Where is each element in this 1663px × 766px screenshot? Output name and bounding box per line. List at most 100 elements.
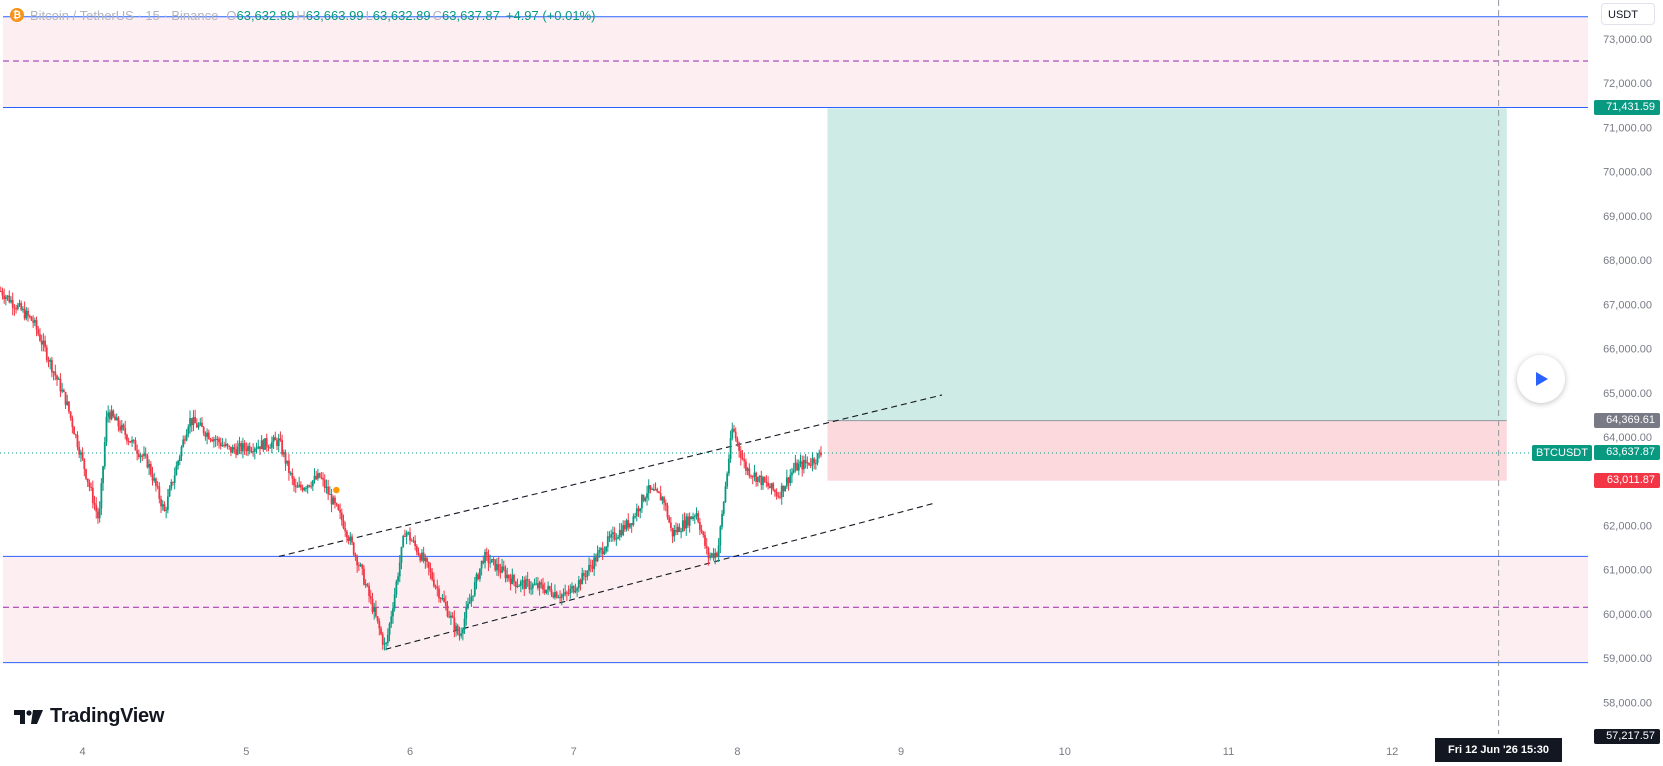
candle-body [414, 540, 417, 547]
candle [426, 557, 428, 568]
long-position-tool[interactable] [827, 108, 1507, 481]
candle-body [733, 428, 735, 432]
candle-body [344, 528, 347, 532]
candle [743, 452, 746, 469]
candle [269, 443, 272, 449]
candle-body [51, 359, 53, 373]
candle-body [91, 487, 94, 504]
candle-body [811, 458, 814, 466]
candle-body [571, 586, 573, 589]
candle [144, 447, 147, 459]
candle-body [530, 588, 532, 590]
candle-body [253, 448, 256, 452]
candle-body [296, 486, 299, 488]
candle [323, 474, 326, 493]
candle-body [332, 497, 335, 505]
candle-body [521, 580, 524, 582]
candle-body [652, 489, 655, 491]
candle-body [572, 586, 575, 593]
candle-body [644, 497, 647, 501]
candle [206, 428, 208, 445]
currency-selector[interactable]: USDT [1601, 3, 1655, 25]
candle-body [397, 576, 399, 582]
candle-body [565, 592, 568, 594]
candle [816, 453, 819, 466]
stop-zone [827, 420, 1507, 481]
replay-button[interactable] [1517, 355, 1565, 403]
candle-body [57, 378, 60, 380]
candle-body [201, 422, 203, 428]
candle [589, 559, 592, 573]
candle [785, 469, 788, 489]
candle-body [155, 478, 157, 486]
candle-body [635, 508, 638, 517]
candle [818, 449, 821, 459]
candle [676, 523, 679, 535]
symbol-title[interactable]: Bitcoin / TetherUS · 15 · Binance [30, 7, 219, 23]
candle-body [598, 549, 601, 553]
candle [496, 558, 498, 576]
time-axis[interactable]: 4 5 6 7 8 9 10 11 12 [0, 734, 1663, 766]
candle [482, 555, 485, 565]
candle-body [385, 642, 388, 644]
candle-body [485, 552, 488, 555]
candle-body [434, 586, 437, 588]
candle-body [429, 568, 432, 573]
price-tick-label: 58,000.00 [1603, 697, 1652, 709]
candle [40, 334, 43, 352]
candle-body [73, 427, 75, 435]
candle [494, 559, 497, 572]
candle-body [85, 469, 87, 479]
candle-body [56, 375, 58, 380]
candle-body [54, 371, 57, 376]
candle [756, 476, 759, 487]
candle-body [719, 526, 722, 546]
candle [436, 579, 439, 597]
price-axis[interactable]: 73,000.00 72,000.00 71,000.00 70,000.00 69,0… [1588, 0, 1663, 766]
candle [456, 623, 459, 636]
candle-body [443, 598, 446, 602]
candle [119, 420, 122, 433]
tradingview-logo[interactable]: TradingView [14, 705, 164, 728]
candle [770, 483, 773, 495]
candle [707, 546, 710, 566]
candle [755, 471, 758, 487]
candle-body [45, 347, 48, 360]
candle-body [494, 559, 497, 571]
candle [748, 463, 751, 479]
candle [18, 299, 21, 308]
symbol-tag: BTCUSDT [1532, 445, 1592, 461]
trend-channel[interactable] [278, 394, 943, 650]
candle-body [366, 584, 369, 586]
candle [722, 500, 725, 517]
candle [692, 512, 694, 522]
candle-body [25, 310, 28, 319]
candle [774, 488, 776, 497]
candle [204, 431, 207, 441]
candle-body [716, 552, 718, 557]
candle-body [185, 434, 188, 441]
candle-body [3, 295, 6, 300]
time-tick-label: 6 [407, 746, 413, 758]
candle [441, 593, 444, 601]
low-value: 63,632.89 [372, 7, 431, 23]
candle [28, 314, 31, 319]
candle-body [552, 594, 555, 598]
candle [680, 527, 683, 539]
candle-body [603, 551, 606, 555]
candle [240, 440, 243, 455]
candle-body [190, 418, 193, 426]
candle-body [98, 508, 101, 519]
candle [376, 616, 379, 624]
candle [90, 482, 93, 492]
candle [277, 433, 280, 453]
candle [216, 435, 219, 446]
candle-body [780, 485, 783, 498]
candle-body [671, 527, 674, 537]
candle-body [509, 578, 512, 584]
candle [685, 513, 688, 536]
candle [661, 496, 664, 505]
candle [349, 532, 352, 545]
candle [247, 443, 249, 457]
